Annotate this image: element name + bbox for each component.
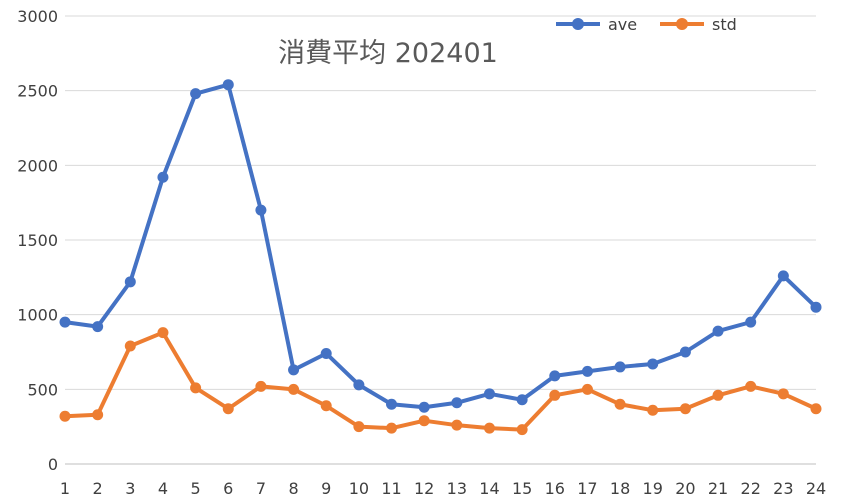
y-tick-label: 2000 [17,156,58,175]
data-point-std [483,422,495,434]
data-point-std [320,400,332,412]
data-point-std [190,382,202,394]
x-tick-label: 12 [414,479,434,497]
data-point-ave [483,388,495,400]
chart-title: 消費平均 202401 [278,38,498,69]
gridlines [65,15,816,390]
x-tick-label: 15 [512,479,532,497]
x-tick-label: 4 [158,479,168,497]
y-tick-label: 500 [27,380,58,399]
data-point-std [418,415,430,427]
x-tick-label: 14 [479,479,499,497]
legend: ave std [556,15,737,34]
data-point-ave [255,204,267,216]
x-tick-label: 1 [60,479,70,497]
data-point-std [810,403,822,415]
data-point-ave [59,316,71,328]
x-tick-label: 2 [93,479,103,497]
data-point-ave [353,379,365,391]
x-tick-label: 7 [256,479,266,497]
data-point-ave [288,364,300,376]
data-point-std [255,380,267,392]
data-point-ave [712,325,724,337]
data-point-std [92,409,104,421]
data-point-ave [222,79,234,91]
x-tick-label: 22 [741,479,761,497]
y-tick-label: 2500 [17,82,58,101]
data-point-ave [190,88,202,100]
x-tick-label: 5 [191,479,201,497]
x-tick-label: 6 [223,479,233,497]
x-tick-label: 10 [349,479,369,497]
data-point-std [124,340,136,352]
data-point-ave [581,365,593,377]
data-point-std [59,410,71,422]
data-point-std [451,419,463,431]
data-point-ave [777,270,789,282]
legend-marker-std [676,18,688,30]
legend-label-std: std [712,15,737,34]
data-point-std [647,404,659,416]
data-point-std [516,424,528,436]
data-point-ave [92,321,104,333]
series-line-ave [63,82,818,410]
data-point-std [745,380,757,392]
data-point-ave [810,301,822,313]
legend-item-ave: ave [556,15,637,34]
data-point-std [614,398,626,410]
data-point-std [353,421,365,433]
data-point-ave [679,346,691,358]
series-std [59,327,822,436]
y-tick-label: 1500 [17,231,58,250]
data-point-std [288,383,300,395]
data-point-std [581,383,593,395]
series-ave [59,79,822,413]
x-tick-label: 23 [773,479,793,497]
data-point-ave [124,276,136,288]
series-lines [59,79,822,436]
x-tick-labels: 1 2 3 4 5 6 7 8 9 10 11 12 13 14 15 16 17 18 19 20 21 22 23 24 [60,479,826,497]
data-point-std [679,403,691,415]
data-point-std [549,389,561,401]
x-tick-label: 16 [545,479,565,497]
series-line-std [63,330,818,432]
x-tick-label: 24 [806,479,826,497]
x-tick-label: 9 [321,479,331,497]
data-point-ave [418,401,430,413]
x-tick-label: 13 [447,479,467,497]
y-tick-labels: 0 500 1000 1500 2000 2500 3000 [17,7,58,474]
x-tick-label: 20 [675,479,695,497]
x-tick-label: 3 [125,479,135,497]
data-point-ave [451,397,463,409]
data-point-ave [614,361,626,373]
data-point-ave [157,171,169,183]
data-point-std [222,403,234,415]
x-tick-label: 11 [381,479,401,497]
y-tick-label: 0 [48,455,58,474]
legend-marker-ave [572,18,584,30]
legend-item-std: std [660,15,737,34]
data-point-ave [386,398,398,410]
data-point-std [712,389,724,401]
data-point-ave [549,370,561,382]
data-point-ave [647,358,659,370]
data-point-ave [320,347,332,359]
data-point-ave [745,316,757,328]
x-tick-label: 17 [577,479,597,497]
data-point-std [386,422,398,434]
x-tick-label: 19 [643,479,663,497]
x-tick-label: 18 [610,479,630,497]
data-point-std [777,388,789,400]
x-tick-label: 8 [288,479,298,497]
x-tick-label: 21 [708,479,728,497]
data-point-ave [516,394,528,406]
y-tick-label: 3000 [17,7,58,26]
y-tick-label: 1000 [17,306,58,325]
legend-label-ave: ave [608,15,637,34]
data-point-std [157,327,169,339]
